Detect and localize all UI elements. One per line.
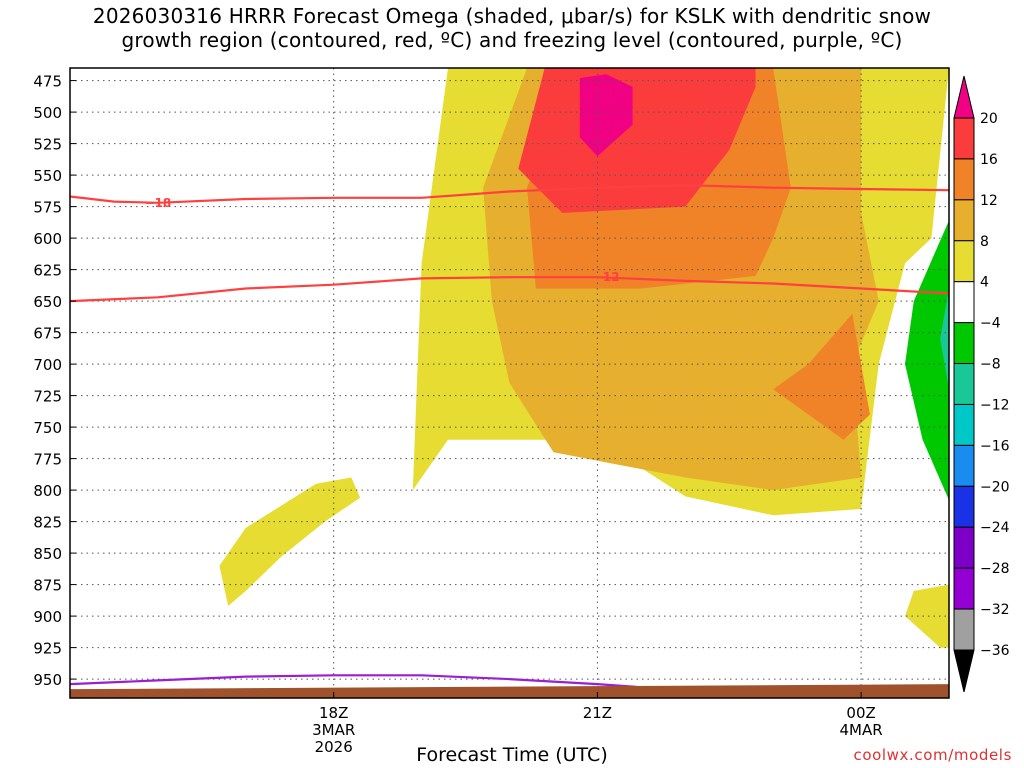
colorbar-label-10: −24 xyxy=(980,520,1010,536)
y-tick-label-825: 825 xyxy=(33,514,62,532)
y-tick-label-625: 625 xyxy=(33,262,62,280)
omega-region-20-14 xyxy=(579,74,633,157)
colorbar-segment-12 xyxy=(953,608,975,651)
omega-region-4-4 xyxy=(905,584,949,648)
colorbar-label-2: 12 xyxy=(980,193,998,209)
omega-region--4-16 xyxy=(1019,72,1024,119)
colorbar-segment-11 xyxy=(953,567,975,610)
colorbar-segment-9 xyxy=(953,485,975,528)
x-tick-label-21Z: 21Z xyxy=(583,704,612,722)
y-tick-label-700: 700 xyxy=(33,356,62,374)
y-tick-label-550: 550 xyxy=(33,167,62,185)
chart-title: 2026030316 HRRR Forecast Omega (shaded, … xyxy=(0,4,1024,52)
colorbar-label-3: 8 xyxy=(980,234,989,250)
colorbar-label-11: −28 xyxy=(980,561,1010,577)
omega-shading-layer xyxy=(219,68,1024,648)
colorbar-label-8: −16 xyxy=(980,438,1010,454)
colorbar-label-9: −20 xyxy=(980,479,1010,495)
y-tick-label-775: 775 xyxy=(33,451,62,469)
y-tick-label-650: 650 xyxy=(33,293,62,311)
colorbar-segment-0 xyxy=(953,117,975,160)
grid-layer xyxy=(70,68,949,698)
y-tick-label-525: 525 xyxy=(33,136,62,154)
y-tick-label-900: 900 xyxy=(33,608,62,626)
y-tick-label-750: 750 xyxy=(33,419,62,437)
contour-label-1: −12 xyxy=(593,270,620,284)
y-tick-label-500: 500 xyxy=(33,104,62,122)
colorbar-label-4: 4 xyxy=(980,275,989,291)
terrain-layer xyxy=(70,684,949,698)
colorbar-segment-6 xyxy=(953,363,975,405)
contour-freezing-level-0C xyxy=(70,674,651,689)
terrain-fill xyxy=(70,684,949,698)
y-tick-label-675: 675 xyxy=(33,325,62,343)
y-tick-label-600: 600 xyxy=(33,230,62,248)
x-tick-sublabel-18Z-0: 3MAR xyxy=(312,721,355,739)
y-tick-label-725: 725 xyxy=(33,388,62,406)
colorbar-label-0: 20 xyxy=(980,111,998,127)
x-tick-sublabel-00Z-0: 4MAR xyxy=(840,721,883,739)
colorbar-label-7: −12 xyxy=(980,397,1010,413)
colorbar-segment-1 xyxy=(953,158,975,201)
colorbar-bottom-arrow xyxy=(953,649,975,693)
plot-frame xyxy=(69,67,950,699)
y-tick-label-475: 475 xyxy=(33,73,62,91)
y-axis: 475 500 525 550 575 600 625 650 675 700 725 750 775 8… xyxy=(33,73,76,689)
y-tick-label-575: 575 xyxy=(33,199,62,217)
colorbar-segment-8 xyxy=(953,444,975,487)
y-tick-label-950: 950 xyxy=(33,671,62,689)
colorbar-label-1: 16 xyxy=(980,152,998,168)
colorbar-segment-10 xyxy=(953,526,975,569)
y-tick-label-850: 850 xyxy=(33,545,62,563)
contour-layer: −18−12−12 xyxy=(70,184,949,689)
colorbar-label-13: −36 xyxy=(980,643,1010,659)
omega-region--8-17 xyxy=(940,288,949,390)
colorbar-segment-3 xyxy=(953,240,975,283)
credit-text: coolwx.com/models xyxy=(853,746,1012,764)
colorbar: 20 16 12 8 4 −4 −8 −12 −16 −20 −24 −28 −32 −36 xyxy=(953,75,1010,693)
colorbar-top-arrow xyxy=(953,75,975,119)
omega-region-4-3 xyxy=(219,477,361,606)
x-axis: 18Z3MAR202621Z00Z4MAR03Z06Z09Z xyxy=(312,692,883,756)
chart-title-line-2: growth region (contoured, red, ºC) and f… xyxy=(121,28,903,52)
colorbar-label-5: −4 xyxy=(980,316,1001,332)
colorbar-segment-5 xyxy=(953,322,975,365)
x-tick-label-00Z: 00Z xyxy=(846,704,875,722)
contour--12C xyxy=(70,276,949,303)
contour--18C xyxy=(70,184,949,204)
colorbar-segment-4 xyxy=(953,281,975,324)
chart-title-line-1: 2026030316 HRRR Forecast Omega (shaded, … xyxy=(92,4,932,28)
colorbar-label-6: −8 xyxy=(980,357,1001,373)
x-tick-sublabel-18Z-1: 2026 xyxy=(315,738,353,756)
x-axis-title: Forecast Time (UTC) xyxy=(416,744,608,766)
omega-region-16-13 xyxy=(518,68,756,213)
omega-region-12-10 xyxy=(773,313,870,440)
colorbar-segment-7 xyxy=(953,403,975,446)
colorbar-label-12: −32 xyxy=(980,602,1010,618)
omega-region--4-15 xyxy=(905,220,949,501)
colorbar-segment-2 xyxy=(953,199,975,242)
x-tick-label-18Z: 18Z xyxy=(319,704,348,722)
y-tick-label-800: 800 xyxy=(33,482,62,500)
contour-label-0: −18 xyxy=(145,196,172,210)
y-tick-label-925: 925 xyxy=(33,640,62,658)
y-tick-label-875: 875 xyxy=(33,577,62,595)
